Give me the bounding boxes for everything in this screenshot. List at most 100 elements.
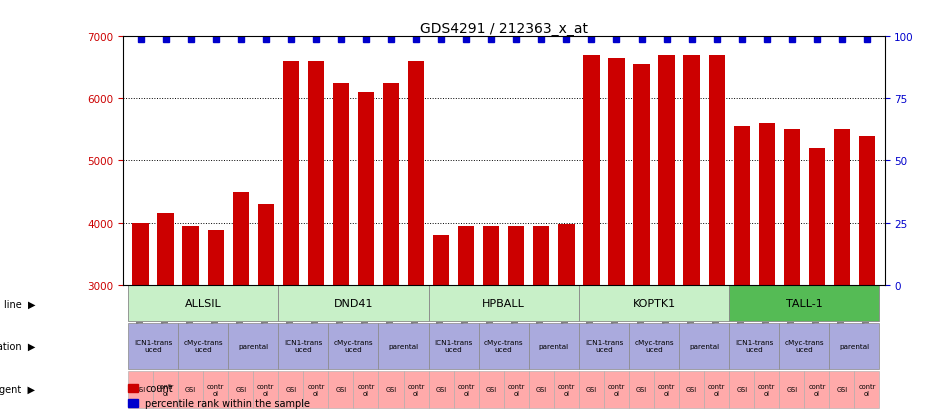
Bar <box>203 371 228 408</box>
Text: contr
ol: contr ol <box>808 383 826 396</box>
Bar <box>783 130 800 285</box>
Title: GDS4291 / 212363_x_at: GDS4291 / 212363_x_at <box>420 22 587 36</box>
Bar <box>529 371 553 408</box>
Bar <box>429 286 579 321</box>
Text: ICN1-trans
uced: ICN1-trans uced <box>133 339 172 353</box>
Text: contr
ol: contr ol <box>858 383 876 396</box>
Legend: count, percentile rank within the sample: count, percentile rank within the sample <box>128 383 310 408</box>
Text: ICN1-trans
uced: ICN1-trans uced <box>735 339 774 353</box>
Bar <box>153 371 178 408</box>
Text: parental: parental <box>839 343 869 349</box>
Bar <box>128 323 178 369</box>
Bar <box>558 224 574 285</box>
Bar <box>479 371 503 408</box>
Text: cMyc-trans
uced: cMyc-trans uced <box>334 339 374 353</box>
Text: GSI: GSI <box>286 387 296 392</box>
Bar <box>254 371 278 408</box>
Text: contr
ol: contr ol <box>708 383 726 396</box>
Text: agent  ▶: agent ▶ <box>0 385 35 394</box>
Text: GSI: GSI <box>586 387 597 392</box>
Bar <box>604 371 629 408</box>
Bar <box>178 323 228 369</box>
Bar <box>534 226 550 285</box>
Bar <box>529 323 579 369</box>
Bar <box>804 371 830 408</box>
Text: TALL-1: TALL-1 <box>786 299 823 309</box>
Text: GSI: GSI <box>686 387 697 392</box>
Bar <box>483 226 499 285</box>
Text: parental: parental <box>389 343 419 349</box>
Bar <box>759 124 775 285</box>
Bar <box>629 371 654 408</box>
Bar <box>157 214 174 285</box>
Text: cMyc-trans
uced: cMyc-trans uced <box>184 339 223 353</box>
Bar <box>228 323 278 369</box>
Text: contr
ol: contr ol <box>558 383 575 396</box>
Bar <box>378 323 429 369</box>
Bar <box>257 204 274 285</box>
Bar <box>584 56 600 285</box>
Text: GSI: GSI <box>535 387 547 392</box>
Bar <box>658 56 674 285</box>
Bar <box>679 371 704 408</box>
Bar <box>328 371 354 408</box>
Bar <box>579 323 629 369</box>
Text: contr
ol: contr ol <box>758 383 776 396</box>
Bar <box>207 230 224 285</box>
Bar <box>629 323 679 369</box>
Bar <box>579 286 729 321</box>
Bar <box>780 323 830 369</box>
Bar <box>854 371 880 408</box>
Text: contr
ol: contr ol <box>307 383 324 396</box>
Bar <box>354 371 378 408</box>
Bar <box>683 56 700 285</box>
Text: ALLSIL: ALLSIL <box>184 299 221 309</box>
Bar <box>454 371 479 408</box>
Bar <box>729 371 754 408</box>
Bar <box>128 371 153 408</box>
Bar <box>458 226 474 285</box>
Text: contr
ol: contr ol <box>607 383 625 396</box>
Bar <box>504 371 529 408</box>
Text: GSI: GSI <box>836 387 848 392</box>
Bar <box>333 83 349 285</box>
Bar <box>358 93 374 285</box>
Bar <box>278 371 304 408</box>
Bar <box>307 62 324 285</box>
Bar <box>830 323 880 369</box>
Bar <box>608 59 624 285</box>
Bar <box>729 286 880 321</box>
Bar <box>408 62 424 285</box>
Bar <box>733 127 750 285</box>
Text: cMyc-trans
uced: cMyc-trans uced <box>484 339 523 353</box>
Text: ICN1-trans
uced: ICN1-trans uced <box>284 339 323 353</box>
Text: GSI: GSI <box>736 387 747 392</box>
Bar <box>132 223 149 285</box>
Text: DND41: DND41 <box>334 299 373 309</box>
Bar <box>404 371 429 408</box>
Bar <box>859 136 875 285</box>
Bar <box>429 371 454 408</box>
Text: parental: parental <box>238 343 269 349</box>
Text: contr
ol: contr ol <box>657 383 675 396</box>
Text: GSI: GSI <box>185 387 196 392</box>
Bar <box>278 323 328 369</box>
Text: HPBALL: HPBALL <box>482 299 525 309</box>
Bar <box>654 371 679 408</box>
Text: GSI: GSI <box>636 387 647 392</box>
Text: contr
ol: contr ol <box>207 383 224 396</box>
Bar <box>704 371 729 408</box>
Text: GSI: GSI <box>485 387 497 392</box>
Bar <box>429 323 479 369</box>
Text: cMyc-trans
uced: cMyc-trans uced <box>784 339 824 353</box>
Bar <box>304 371 328 408</box>
Text: parental: parental <box>689 343 719 349</box>
Text: contr
ol: contr ol <box>358 383 375 396</box>
Text: ICN1-trans
uced: ICN1-trans uced <box>434 339 473 353</box>
Bar <box>634 65 650 285</box>
Bar <box>378 371 404 408</box>
Bar <box>479 323 529 369</box>
Bar <box>228 371 254 408</box>
Bar <box>328 323 378 369</box>
Bar <box>833 130 850 285</box>
